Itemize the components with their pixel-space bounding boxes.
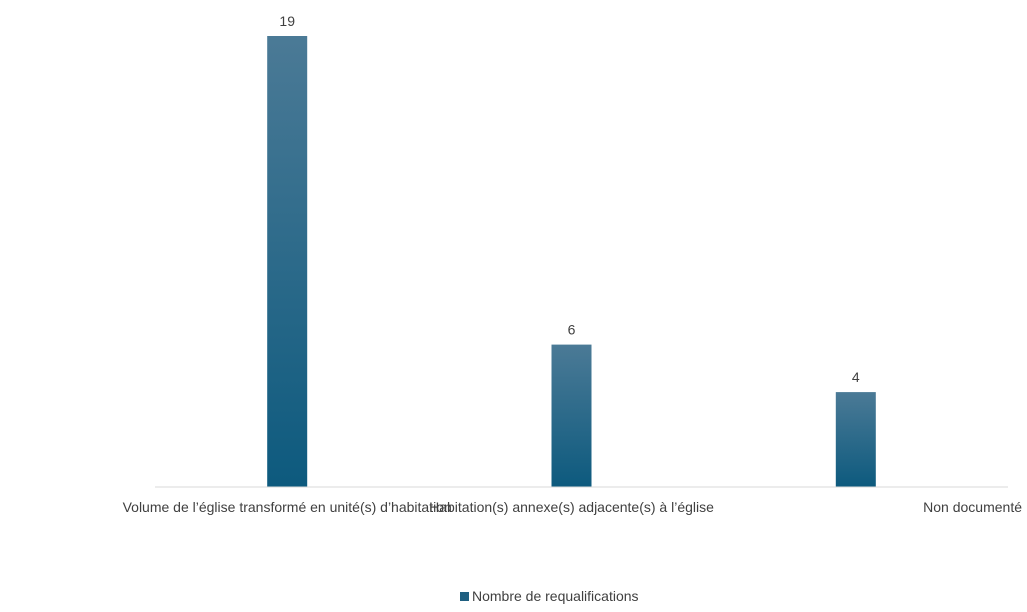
labels-group: 19 Volume de l’église transformé en unité… <box>123 13 1023 515</box>
data-label-2: 6 <box>568 322 576 338</box>
legend: Nombre de requalifications <box>460 588 639 604</box>
bar-3 <box>835 392 876 487</box>
bars-group <box>267 36 876 487</box>
data-label-3: 4 <box>852 369 860 385</box>
category-label-1: Volume de l’église transformé en unité(s… <box>123 499 452 515</box>
data-label-1: 19 <box>279 13 295 29</box>
legend-swatch <box>460 592 469 601</box>
category-label-2: Habitation(s) annexe(s) adjacente(s) à l… <box>429 499 714 515</box>
bar-2 <box>551 344 592 487</box>
bar-1 <box>267 36 308 487</box>
legend-label: Nombre de requalifications <box>472 588 639 604</box>
category-label-3: Non documenté <box>923 499 1022 515</box>
